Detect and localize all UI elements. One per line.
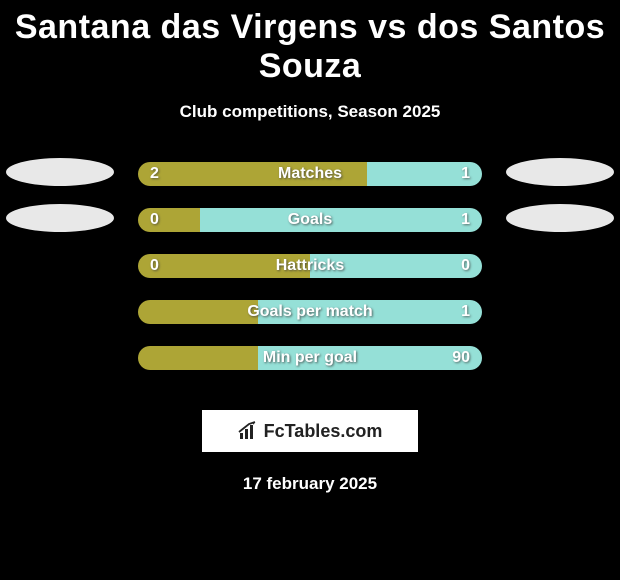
bar-chart-icon xyxy=(238,421,260,441)
left-team-ellipse xyxy=(6,204,114,232)
comparison-row: 90Min per goal xyxy=(0,346,620,392)
comparison-rows: 21Matches 01Goals 00Hattricks 1Goals per ma… xyxy=(0,162,620,392)
comparison-row: 1Goals per match xyxy=(0,300,620,346)
left-team-ellipse xyxy=(6,158,114,186)
stat-bar: 21Matches xyxy=(138,162,482,186)
stat-bar: 00Hattricks xyxy=(138,254,482,278)
stat-label: Goals xyxy=(138,208,482,232)
stat-bar: 01Goals xyxy=(138,208,482,232)
chart-date: 17 february 2025 xyxy=(0,474,620,494)
stat-bar: 1Goals per match xyxy=(138,300,482,324)
stat-label: Matches xyxy=(138,162,482,186)
right-team-ellipse xyxy=(506,204,614,232)
stat-label: Min per goal xyxy=(138,346,482,370)
stat-label: Hattricks xyxy=(138,254,482,278)
comparison-row: 00Hattricks xyxy=(0,254,620,300)
chart-title: Santana das Virgens vs dos Santos Souza xyxy=(0,0,620,88)
logo-box: FcTables.com xyxy=(202,410,418,452)
comparison-row: 21Matches xyxy=(0,162,620,208)
stat-bar: 90Min per goal xyxy=(138,346,482,370)
comparison-row: 01Goals xyxy=(0,208,620,254)
right-team-ellipse xyxy=(506,158,614,186)
chart-container: Santana das Virgens vs dos Santos Souza … xyxy=(0,0,620,580)
chart-subtitle: Club competitions, Season 2025 xyxy=(0,102,620,122)
logo-text: FcTables.com xyxy=(264,421,383,442)
stat-label: Goals per match xyxy=(138,300,482,324)
